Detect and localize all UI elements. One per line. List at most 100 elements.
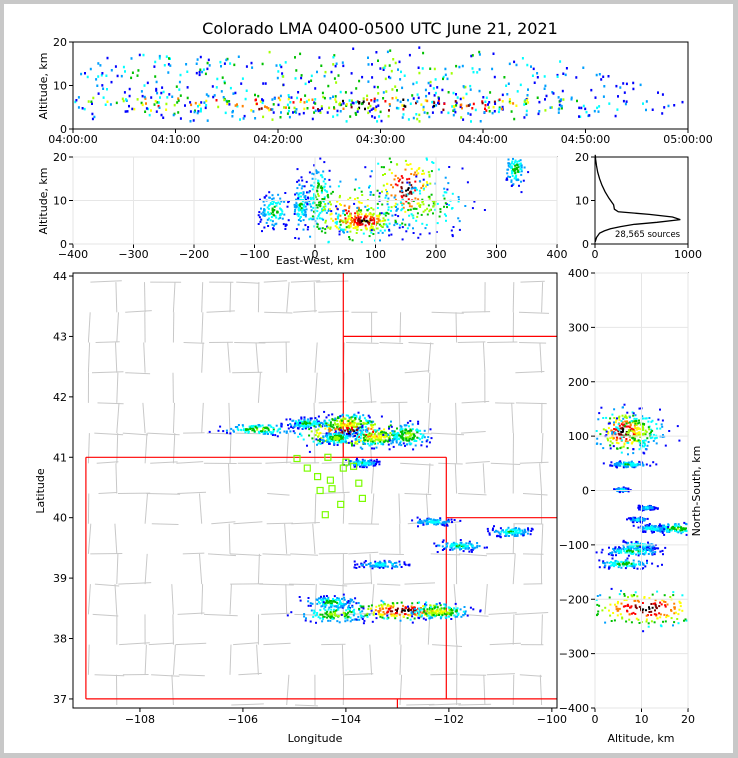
map-source bbox=[421, 440, 424, 443]
map-source bbox=[350, 422, 353, 425]
map-source bbox=[350, 443, 353, 445]
ew-height-source bbox=[316, 223, 319, 226]
map-source bbox=[440, 610, 443, 613]
map-source bbox=[357, 427, 360, 430]
map-source bbox=[377, 460, 380, 463]
map-source bbox=[446, 611, 448, 614]
map-source bbox=[343, 615, 346, 618]
ns-height-source bbox=[633, 426, 636, 429]
time-height-source bbox=[433, 94, 436, 97]
time-height-source bbox=[521, 57, 524, 60]
ns-height-source bbox=[669, 528, 671, 531]
map-source bbox=[319, 617, 322, 620]
ew-height-source bbox=[281, 212, 283, 215]
map-source bbox=[332, 598, 334, 600]
ew-height-source bbox=[294, 206, 297, 209]
map-source bbox=[289, 423, 292, 425]
time-height-source bbox=[342, 99, 344, 103]
time-height-source bbox=[171, 95, 174, 98]
station-marker bbox=[328, 485, 336, 493]
ns-height-source bbox=[619, 447, 622, 450]
map-source bbox=[361, 461, 364, 464]
ns-height-source bbox=[639, 442, 642, 445]
ew-height-source bbox=[279, 197, 282, 200]
map-source bbox=[348, 422, 351, 425]
map-source bbox=[333, 436, 336, 439]
map-source bbox=[372, 435, 375, 438]
ew-height-source bbox=[406, 178, 409, 181]
time-height-source bbox=[356, 100, 359, 103]
map-source bbox=[374, 562, 377, 565]
map-source bbox=[459, 546, 461, 549]
map-source bbox=[355, 426, 358, 429]
ns-height-source bbox=[632, 412, 635, 415]
ns-height-source bbox=[624, 461, 627, 464]
map-source bbox=[303, 416, 306, 419]
county-line bbox=[144, 493, 148, 524]
time-height-source bbox=[570, 98, 573, 101]
ns-height-source bbox=[650, 530, 653, 532]
map-source bbox=[338, 439, 341, 442]
map-source bbox=[342, 605, 345, 608]
map-source bbox=[460, 548, 463, 550]
time-height-source bbox=[461, 64, 464, 68]
map-source bbox=[322, 436, 325, 439]
map-source bbox=[409, 432, 412, 435]
ns-height-source bbox=[627, 487, 630, 490]
time-height-source bbox=[467, 112, 470, 115]
time-height-source bbox=[158, 54, 161, 58]
ns-height-source bbox=[622, 464, 625, 467]
map-source bbox=[379, 564, 381, 567]
ew-height-source bbox=[393, 178, 396, 181]
time-height-source bbox=[162, 90, 165, 94]
map-source bbox=[316, 598, 319, 601]
time-height-source bbox=[479, 120, 482, 123]
time-height-source bbox=[349, 115, 352, 118]
ew-height-source bbox=[386, 225, 389, 228]
ns-height-source bbox=[636, 426, 639, 429]
ew-height-source bbox=[324, 182, 327, 185]
ew-height-source bbox=[306, 228, 309, 231]
map-source bbox=[441, 541, 444, 543]
ew-height-source bbox=[379, 229, 382, 232]
ew-height-source bbox=[320, 185, 323, 188]
ew-height-source bbox=[271, 211, 274, 214]
county-line bbox=[371, 493, 375, 524]
time-height-source bbox=[159, 96, 161, 99]
map-source bbox=[353, 560, 356, 563]
ns-height-source bbox=[623, 465, 626, 468]
time-height-source bbox=[360, 102, 363, 106]
county-line bbox=[285, 584, 288, 615]
map-source bbox=[448, 613, 451, 616]
map-source bbox=[317, 421, 320, 424]
time-height-source bbox=[261, 98, 263, 101]
map-source bbox=[350, 460, 353, 463]
map-source bbox=[383, 428, 386, 431]
ns-height-source bbox=[627, 425, 630, 428]
county-line bbox=[211, 521, 236, 525]
map-source bbox=[261, 424, 264, 427]
ew-height-source bbox=[316, 206, 319, 209]
ew-height-source bbox=[451, 235, 454, 238]
map-source bbox=[348, 416, 351, 419]
ew-height-source bbox=[443, 197, 446, 200]
map-source bbox=[345, 414, 348, 417]
ew-height-source bbox=[369, 193, 372, 196]
ew-height-source bbox=[274, 202, 277, 205]
map-source bbox=[380, 565, 383, 568]
ew-height-source bbox=[332, 219, 334, 222]
map-source bbox=[354, 618, 357, 621]
ew-height-source bbox=[370, 213, 373, 216]
ns-height-source bbox=[618, 488, 621, 491]
map-source bbox=[232, 429, 235, 432]
ew-height-source bbox=[390, 209, 392, 212]
map-source bbox=[386, 605, 389, 608]
ew-height-source bbox=[271, 223, 274, 226]
map-source bbox=[430, 520, 433, 523]
county-line bbox=[94, 432, 124, 436]
ns-height-source bbox=[597, 418, 600, 421]
map-source bbox=[317, 442, 320, 445]
time-height-source bbox=[204, 106, 207, 110]
ns-height-source bbox=[641, 434, 644, 437]
map-source bbox=[460, 545, 463, 548]
